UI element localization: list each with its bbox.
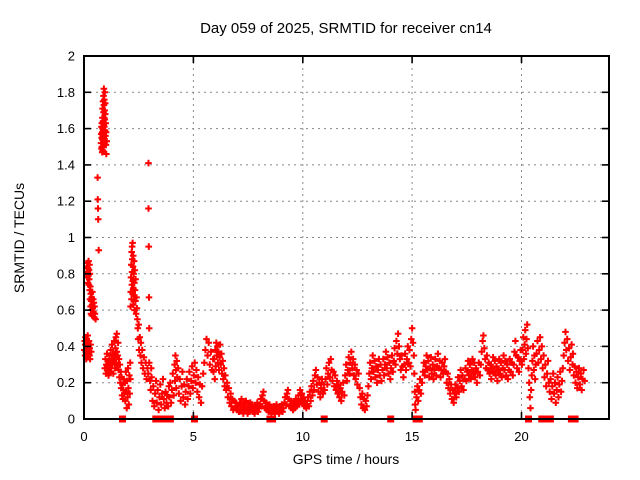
grid-layer	[84, 56, 609, 419]
x-tick-label: 15	[405, 429, 419, 444]
x-axis-label: GPS time / hours	[293, 451, 400, 467]
y-tick-label: 0.4	[57, 339, 75, 354]
tick-labels-layer: 0 5 10 15 20 0 0.2 0.4 0.6 0.8 1 1.2 1.4 1.6 1.8 2	[57, 49, 529, 445]
y-tick-label: 1.6	[57, 121, 75, 136]
chart-title: Day 059 of 2025, SRMTID for receiver cn1…	[200, 20, 492, 37]
y-axis-label: SRMTID / TECUs	[11, 183, 27, 293]
y-tick-label: 0.6	[57, 303, 75, 318]
y-tick-label: 0.2	[57, 375, 75, 390]
y-tick-label: 0	[68, 412, 75, 427]
x-tick-label: 20	[514, 429, 528, 444]
y-tick-label: 1.8	[57, 85, 75, 100]
srmtid-points-layer	[81, 85, 588, 417]
x-tick-label: 10	[296, 429, 310, 444]
y-tick-label: 1.2	[57, 194, 75, 209]
y-tick-label: 2	[68, 49, 75, 64]
y-tick-label: 0.8	[57, 266, 75, 281]
plot-area: 0 5 10 15 20 0 0.2 0.4 0.6 0.8 1 1.2 1.4 1.6 1.8 2	[57, 49, 610, 445]
zero-level-flags-points-layer	[119, 415, 579, 423]
x-tick-label: 5	[190, 429, 197, 444]
x-tick-label: 0	[80, 429, 87, 444]
y-tick-label: 1.4	[57, 157, 75, 172]
y-tick-label: 1	[68, 230, 75, 245]
tick-marks-layer	[83, 55, 609, 420]
